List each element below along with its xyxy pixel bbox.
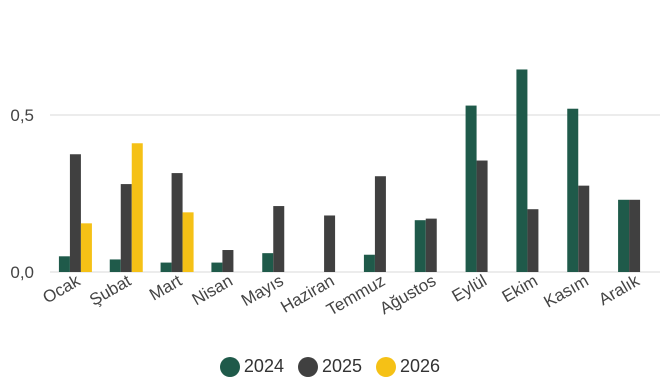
x-tick-label: Nisan [189, 271, 236, 309]
gridlines [50, 114, 660, 273]
bar-2024-Aralık [618, 199, 630, 272]
legend-swatch-2024 [219, 356, 240, 377]
bar-2025-Mayıs [273, 206, 285, 272]
x-axis-labels: Ocak Şubat Mart Nisan MayısHaziranTemmuzAğus… [40, 271, 643, 320]
x-tick-label: Ekim [499, 271, 541, 306]
legend-item-2024: 2024 [219, 356, 284, 377]
bar-2025-Haziran [324, 215, 336, 272]
bar-2025-Eylül [476, 160, 488, 272]
y-axis-ticks: 0,0 0,5 [10, 106, 34, 282]
legend-label-2025: 2025 [321, 356, 363, 376]
bar-2024-Mart [160, 262, 172, 272]
legend-item-2025: 2025 [297, 356, 363, 377]
bar-2025-Ekim [527, 209, 539, 272]
bar-2024-Mayıs [262, 253, 274, 272]
x-tick-label: Temmuz [323, 271, 388, 320]
x-tick-label: Eylül [449, 271, 490, 306]
x-tick-label: Aralık [595, 271, 643, 309]
bar-2025-Ağustos [425, 218, 437, 272]
legend-label-2026: 2026 [400, 356, 441, 376]
x-tick-label: Ocak [40, 271, 84, 308]
bar-2025-Şubat [120, 184, 132, 272]
legend-item-2026: 2026 [376, 356, 440, 377]
bar-2024-Ağustos [414, 220, 426, 272]
legend: 2024 2025 2026 [0, 356, 660, 377]
x-tick-label: Şubat [86, 271, 134, 310]
bar-2024-Şubat [109, 259, 121, 272]
x-tick-label: Mart [146, 271, 185, 305]
bar-2024-Temmuz [363, 254, 375, 272]
legend-label-2024: 2024 [243, 356, 284, 376]
bar-2025-Aralık [629, 199, 641, 272]
x-tick-label: Kasım [541, 271, 592, 312]
bar-2024-Ekim [516, 69, 528, 272]
bar-2025-Nisan [222, 250, 234, 272]
bar-2025-Mart [171, 173, 183, 272]
y-tick-label: 0,5 [10, 106, 34, 125]
bar-2026-Ocak [80, 223, 92, 272]
bars [58, 69, 641, 272]
bar-2024-Eylül [465, 105, 477, 272]
legend-swatch-2025 [297, 356, 318, 377]
x-tick-label: Ağustos [377, 271, 440, 318]
legend-swatch-2026 [376, 356, 397, 377]
bar-2026-Mart [182, 212, 194, 272]
y-tick-label: 0,0 [10, 263, 34, 282]
bar-2026-Şubat [131, 143, 143, 272]
bar-chart: 0,00,5 Ocak Şubat Mart Nisan MayısHaziranTem… [10, 69, 660, 320]
bar-2024-Kasım [567, 108, 579, 272]
bar-2025-Temmuz [374, 176, 386, 272]
bar-2025-Ocak [69, 154, 81, 272]
bar-2025-Kasım [578, 185, 590, 272]
bar-2024-Nisan [211, 262, 223, 272]
bar-2024-Ocak [58, 256, 70, 272]
